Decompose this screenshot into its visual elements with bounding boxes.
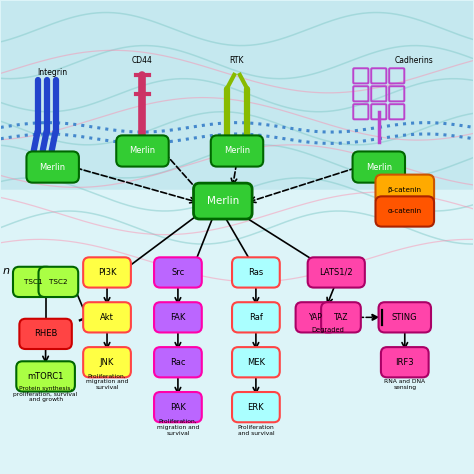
Text: Proliferation,
migration and
survival: Proliferation, migration and survival [86,374,128,390]
Text: Merlin: Merlin [207,196,239,206]
Text: TSC2: TSC2 [49,279,68,285]
Text: Merlin: Merlin [129,146,155,155]
Text: Ras: Ras [248,268,264,277]
FancyBboxPatch shape [296,302,335,332]
FancyBboxPatch shape [381,347,428,377]
Text: CD44: CD44 [132,56,153,65]
Text: β-catenin: β-catenin [388,187,422,193]
Text: Proliferation
and survival: Proliferation and survival [237,425,274,436]
FancyBboxPatch shape [154,392,202,422]
FancyBboxPatch shape [116,136,169,166]
Text: Proliferation,
migration and
survival: Proliferation, migration and survival [157,419,199,436]
FancyBboxPatch shape [16,361,75,392]
FancyBboxPatch shape [211,136,263,166]
Text: STING: STING [392,313,418,322]
Text: Merlin: Merlin [224,146,250,155]
Text: Rac: Rac [170,358,186,367]
FancyBboxPatch shape [19,319,72,349]
FancyBboxPatch shape [83,302,131,332]
FancyBboxPatch shape [379,302,431,332]
Text: PI3K: PI3K [98,268,116,277]
Text: RNA and DNA
sensing: RNA and DNA sensing [384,379,425,390]
Text: RHEB: RHEB [34,329,57,338]
Text: Merlin: Merlin [366,163,392,172]
Text: Degraded: Degraded [312,327,345,333]
FancyBboxPatch shape [232,302,280,332]
FancyBboxPatch shape [13,267,53,297]
FancyBboxPatch shape [375,174,434,205]
FancyBboxPatch shape [27,152,79,182]
FancyBboxPatch shape [353,152,405,182]
Text: IRF3: IRF3 [395,358,414,367]
Text: Raf: Raf [249,313,263,322]
Text: JNK: JNK [100,358,114,367]
Text: mTORC1: mTORC1 [27,372,64,381]
Text: ERK: ERK [247,402,264,411]
Text: Merlin: Merlin [40,163,66,172]
FancyBboxPatch shape [154,302,202,332]
Text: YAP: YAP [309,313,322,322]
FancyBboxPatch shape [154,347,202,377]
Text: α-catenin: α-catenin [388,209,422,214]
Text: Cadherins: Cadherins [395,56,434,65]
FancyBboxPatch shape [0,0,474,190]
Text: MEK: MEK [247,358,265,367]
Text: Src: Src [171,268,184,277]
FancyBboxPatch shape [83,257,131,288]
Text: PAK: PAK [170,402,186,411]
Text: Integrin: Integrin [37,68,68,77]
FancyBboxPatch shape [232,392,280,422]
Text: RTK: RTK [230,56,244,65]
Text: Akt: Akt [100,313,114,322]
FancyBboxPatch shape [83,347,131,377]
FancyBboxPatch shape [154,257,202,288]
Text: TAZ: TAZ [334,313,348,322]
Text: TSC1: TSC1 [24,279,42,285]
Text: FAK: FAK [170,313,186,322]
FancyBboxPatch shape [321,302,361,332]
FancyBboxPatch shape [308,257,365,288]
FancyBboxPatch shape [375,196,434,227]
FancyBboxPatch shape [232,347,280,377]
Text: LATS1/2: LATS1/2 [319,268,353,277]
FancyBboxPatch shape [38,267,78,297]
Text: Protein synthesis,
proliferation, survival
and growth: Protein synthesis, proliferation, surviv… [13,386,78,402]
FancyBboxPatch shape [232,257,280,288]
FancyBboxPatch shape [193,183,252,219]
Text: n: n [2,266,9,276]
